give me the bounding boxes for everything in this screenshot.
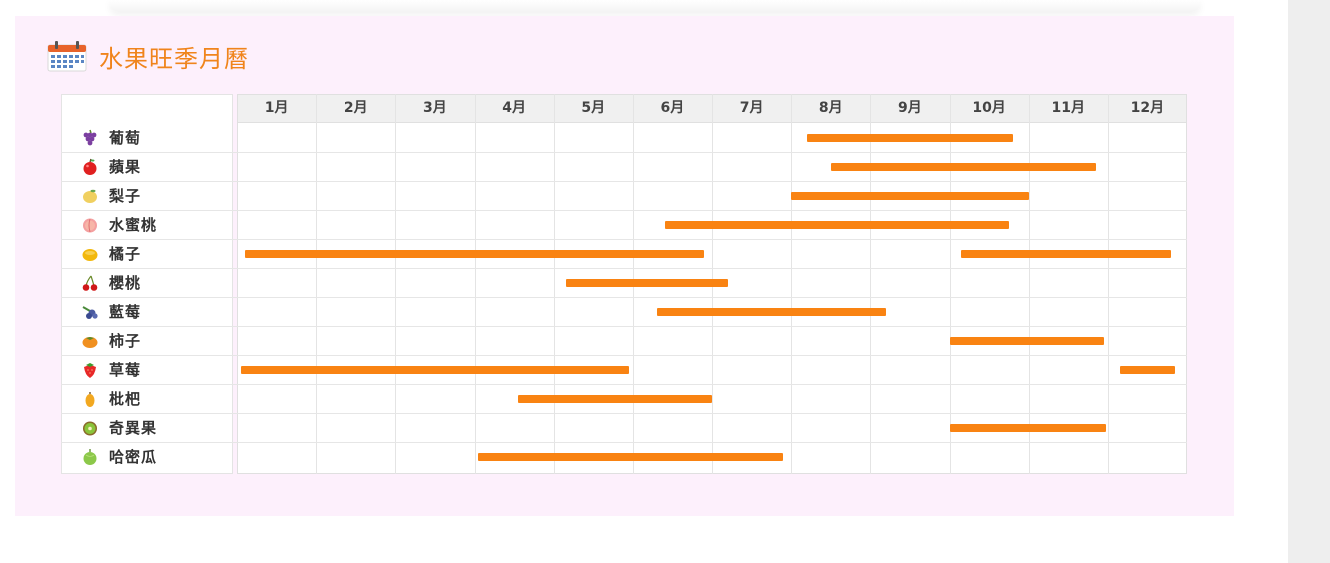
- month-gridline: [791, 94, 793, 474]
- season-bar: [244, 250, 705, 258]
- melon-icon: [81, 448, 99, 466]
- month-label: 4月: [502, 100, 526, 116]
- month-label: 2月: [343, 100, 368, 116]
- month-label: 5月: [581, 100, 606, 116]
- fruit-row: 水蜜桃: [61, 210, 233, 239]
- calendar-icon: [47, 41, 87, 72]
- right-scroll-strip: [1288, 0, 1330, 563]
- fruit-row: 草莓: [61, 355, 233, 384]
- fruit-row: 枇杷: [61, 384, 233, 413]
- fruit-label: 水蜜桃: [109, 216, 158, 234]
- peach-icon: [81, 216, 99, 234]
- month-label: 3月: [423, 100, 447, 116]
- fruit-label: 藍莓: [109, 303, 142, 321]
- fruit-label-column: [61, 94, 233, 474]
- row-gridline: [61, 268, 1187, 269]
- fruit-row: 櫻桃: [61, 268, 233, 297]
- row-gridline: [61, 239, 1187, 240]
- row-gridline: [61, 210, 1187, 211]
- month-gridline: [949, 94, 951, 474]
- fruit-row: 葡萄: [61, 123, 233, 152]
- row-gridline: [61, 181, 1187, 182]
- fruit-label: 梨子: [109, 187, 142, 205]
- fruit-label: 枇杷: [109, 390, 142, 408]
- month-gridline: [1107, 94, 1109, 474]
- fruit-label: 櫻桃: [109, 274, 142, 292]
- fruit-row: 蘋果: [61, 152, 233, 181]
- month-gridline: [395, 94, 397, 474]
- kiwi-icon: [81, 419, 99, 437]
- season-bar: [830, 163, 1096, 171]
- fruit-row: 奇異果: [61, 413, 233, 442]
- persimmon-icon: [81, 332, 99, 350]
- season-bar: [656, 308, 887, 316]
- calendar-card: 水果旺季月曆 1月 2月 3月 4月 5月 6月 7月 8月 9月 10月 11月 12月葡萄蘋果梨子…: [15, 16, 1234, 516]
- pear-icon: [81, 187, 99, 205]
- row-gridline: [61, 326, 1187, 327]
- season-bar: [961, 250, 1172, 258]
- fruit-label: 葡萄: [109, 129, 142, 147]
- row-gridline: [61, 442, 1187, 443]
- month-label: 1月: [264, 100, 289, 116]
- apple-icon: [81, 158, 99, 176]
- row-gridline: [61, 384, 1187, 385]
- month-label: 12月: [1130, 100, 1165, 116]
- month-label: 7月: [739, 100, 764, 116]
- fruit-row: 橘子: [61, 239, 233, 268]
- fruit-label: 蘋果: [109, 158, 142, 176]
- month-gridline: [553, 94, 555, 474]
- season-bar: [664, 221, 1009, 229]
- season-bar: [240, 366, 629, 374]
- tangerine-icon: [81, 245, 99, 263]
- chart-title: 水果旺季月曆: [99, 44, 249, 73]
- season-bar: [949, 424, 1107, 432]
- season-bar: [791, 192, 1029, 200]
- month-gridline: [316, 94, 318, 474]
- fruit-label: 柿子: [109, 332, 142, 350]
- grapes-icon: [81, 129, 99, 147]
- fruit-row: 柿子: [61, 326, 233, 355]
- month-label: 8月: [818, 100, 843, 116]
- season-bar: [565, 279, 728, 287]
- month-label: 10月: [972, 100, 1006, 116]
- row-gridline: [61, 297, 1187, 298]
- fruit-label: 草莓: [109, 361, 142, 379]
- title-row: 水果旺季月曆: [47, 38, 249, 74]
- season-grid: 1月 2月 3月 4月 5月 6月 7月 8月 9月 10月 11月 12月葡萄蘋果梨子水蜜桃橘子櫻桃…: [61, 94, 1187, 474]
- month-label: 9月: [898, 100, 922, 116]
- fruit-row: 梨子: [61, 181, 233, 210]
- row-gridline: [61, 152, 1187, 153]
- blueberry-icon: [81, 303, 99, 321]
- loquat-icon: [81, 390, 99, 408]
- strawberry-icon: [81, 361, 99, 379]
- fruit-label: 橘子: [109, 245, 142, 263]
- cherry-icon: [81, 274, 99, 292]
- month-label: 6月: [660, 100, 685, 116]
- season-bar: [478, 453, 784, 461]
- month-gridline: [870, 94, 872, 474]
- season-bar: [1119, 366, 1176, 374]
- month-gridline: [1028, 94, 1030, 474]
- month-label: 11月: [1051, 100, 1085, 116]
- season-bar: [807, 134, 1013, 142]
- season-bar: [949, 337, 1104, 345]
- top-shadow: [110, 0, 1200, 12]
- fruit-label: 奇異果: [109, 419, 158, 437]
- fruit-label: 哈密瓜: [109, 448, 158, 466]
- month-gridline: [474, 94, 476, 474]
- fruit-row: 哈密瓜: [61, 442, 233, 471]
- row-gridline: [61, 355, 1187, 356]
- season-bar: [518, 395, 712, 403]
- fruit-row: 藍莓: [61, 297, 233, 326]
- row-gridline: [61, 413, 1187, 414]
